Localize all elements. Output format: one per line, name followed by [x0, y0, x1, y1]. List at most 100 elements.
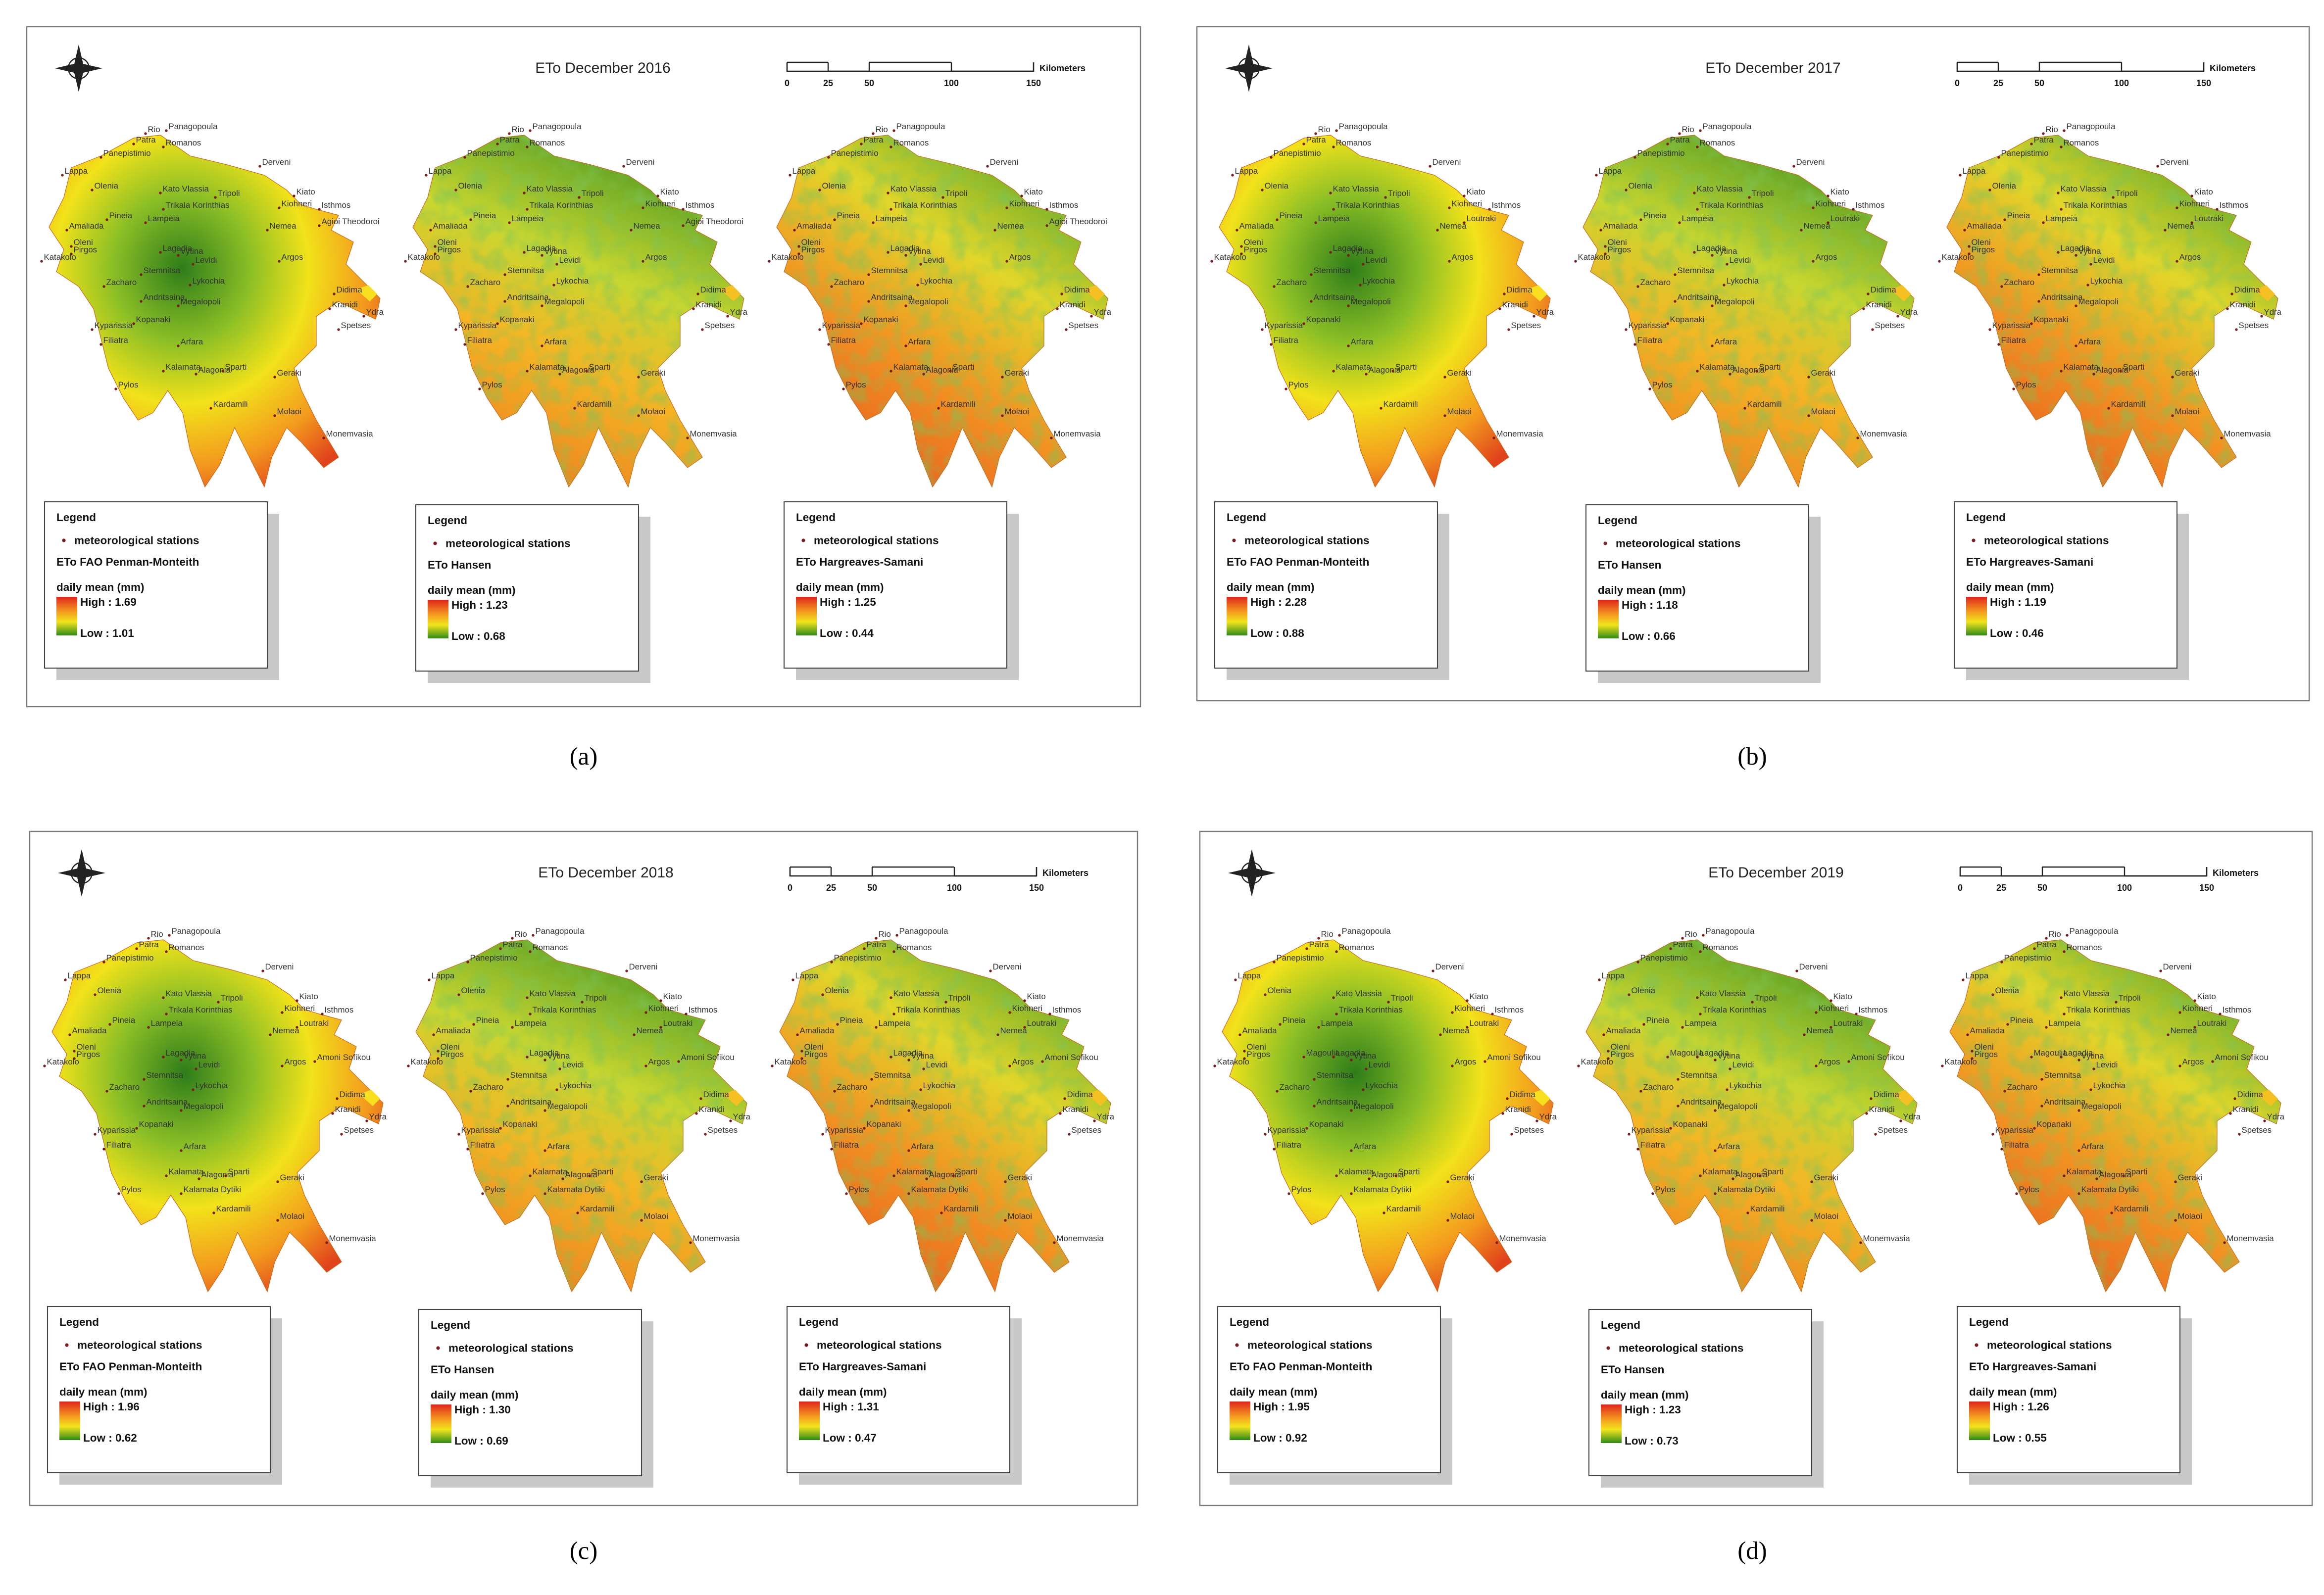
legend: Legend meteorological stations ETo Hargrea…: [1956, 1305, 2192, 1485]
station-label: Kranidi: [2230, 300, 2256, 309]
station-label: Ydra: [730, 307, 748, 317]
station-label: Monemvasia: [693, 1234, 741, 1243]
station: [180, 1149, 183, 1152]
station-label: Stemnitsa: [144, 266, 181, 275]
station: [2057, 192, 2060, 194]
station-label: Amaliada: [1967, 221, 2002, 231]
station-label: Kato Vlassia: [2064, 989, 2110, 998]
station-label: Didima: [337, 285, 363, 294]
station: [432, 1033, 435, 1036]
station: [2063, 950, 2066, 953]
station-label: Pirgos: [1247, 1050, 1271, 1059]
station-label: Zacharo: [834, 278, 865, 287]
station: [1628, 1133, 1631, 1136]
station-label: Kopanaki: [867, 1119, 901, 1129]
station-label: Lykochia: [196, 1081, 228, 1090]
station-label: Amaliada: [1606, 1026, 1641, 1035]
station-label: Sparti: [1398, 1167, 1420, 1176]
station-label: Filiatra: [103, 336, 129, 345]
station: [541, 304, 544, 307]
station-label: Lykochia: [2093, 1081, 2126, 1090]
station-label: Lampeia: [1321, 1018, 1353, 1028]
legend-box: [1953, 501, 2178, 669]
north-arrow-ring: [70, 862, 93, 884]
legend: Legend meteorological stations ETo Hansen d…: [1585, 504, 1821, 683]
station-label: Kranidi: [335, 1105, 361, 1114]
station: [1746, 1211, 1749, 1214]
station: [1699, 1013, 1702, 1015]
station-label: Rio: [2046, 125, 2058, 134]
station-label: Nemea: [1440, 221, 1467, 231]
station: [2167, 1033, 2170, 1036]
station-label: Kiato: [2194, 187, 2213, 196]
station-label: Arfara: [547, 1142, 570, 1151]
station-label: Pirgos: [801, 245, 825, 254]
station-label: Didima: [2234, 285, 2261, 294]
station: [797, 252, 800, 255]
station: [1020, 194, 1023, 197]
station: [508, 221, 511, 224]
station-label: Amaliada: [436, 1026, 471, 1035]
station-label: Geraki: [641, 368, 665, 378]
station-label: Katakolo: [775, 1057, 807, 1066]
station: [40, 260, 43, 263]
station-label: Isthmos: [686, 200, 715, 210]
legend-stations: meteorological stations: [814, 534, 939, 547]
scale-unit: Kilometers: [2210, 63, 2256, 73]
station-label: Pylos: [2016, 380, 2036, 389]
station-label: Romanos: [533, 943, 568, 952]
station-label: Andritsaina: [510, 1097, 552, 1107]
station-label: Kiato: [1833, 992, 1852, 1001]
station: [466, 1148, 469, 1151]
station: [1276, 218, 1279, 221]
station-label: Derveni: [1435, 962, 1464, 971]
station: [281, 1011, 284, 1014]
station-label: Romanos: [2067, 943, 2102, 952]
station: [1314, 132, 1317, 135]
station: [333, 292, 336, 295]
station-label: Tripoli: [2116, 189, 2138, 198]
station-label: Zacharo: [1277, 278, 1307, 287]
station: [1599, 229, 1602, 232]
station-label: Levidi: [2093, 255, 2115, 265]
legend-stations: meteorological stations: [1616, 537, 1741, 550]
station-label: Filiatra: [1637, 336, 1663, 345]
station-label: Zacharo: [473, 1082, 504, 1092]
station-label: Oleni: [1608, 238, 1627, 247]
legend-high: High : 1.25: [820, 596, 876, 608]
station-label: Pirgos: [804, 1050, 828, 1059]
station-label: Olenia: [1265, 181, 1289, 191]
station: [2033, 1127, 2036, 1130]
station-label: Trikala Korinthias: [896, 1005, 960, 1015]
station-label: Arfara: [1715, 337, 1737, 346]
station: [827, 343, 830, 346]
station: [293, 194, 296, 197]
station-label: Kopanaki: [500, 315, 535, 324]
station: [1466, 1026, 1469, 1029]
station-label: Megalopoli: [1351, 297, 1391, 306]
station: [1380, 407, 1383, 410]
station-label: Kiohneri: [1452, 199, 1483, 208]
station: [1677, 1078, 1680, 1081]
station-label: Zacharo: [837, 1082, 868, 1092]
station-label: Amaliada: [433, 221, 468, 231]
station: [1812, 206, 1815, 209]
station-label: Kalamata: [1339, 1167, 1375, 1176]
station-label: Magoulia: [2034, 1048, 2068, 1058]
station-label: Kardamili: [1386, 1204, 1421, 1213]
station: [1050, 436, 1053, 439]
station-label: Pylos: [849, 1185, 869, 1194]
legend-colorbar: [1966, 597, 1987, 636]
station-label: Zacharo: [109, 1082, 140, 1092]
station: [919, 1088, 922, 1091]
station: [1699, 1174, 1702, 1177]
station: [860, 322, 863, 325]
station: [836, 1023, 839, 1026]
station: [701, 328, 704, 331]
station-label: Argos: [1455, 1057, 1477, 1066]
station: [2216, 208, 2219, 211]
station: [1748, 196, 1751, 199]
station-label: Kardamili: [1384, 399, 1418, 409]
station-label: Andritsaina: [144, 292, 186, 302]
